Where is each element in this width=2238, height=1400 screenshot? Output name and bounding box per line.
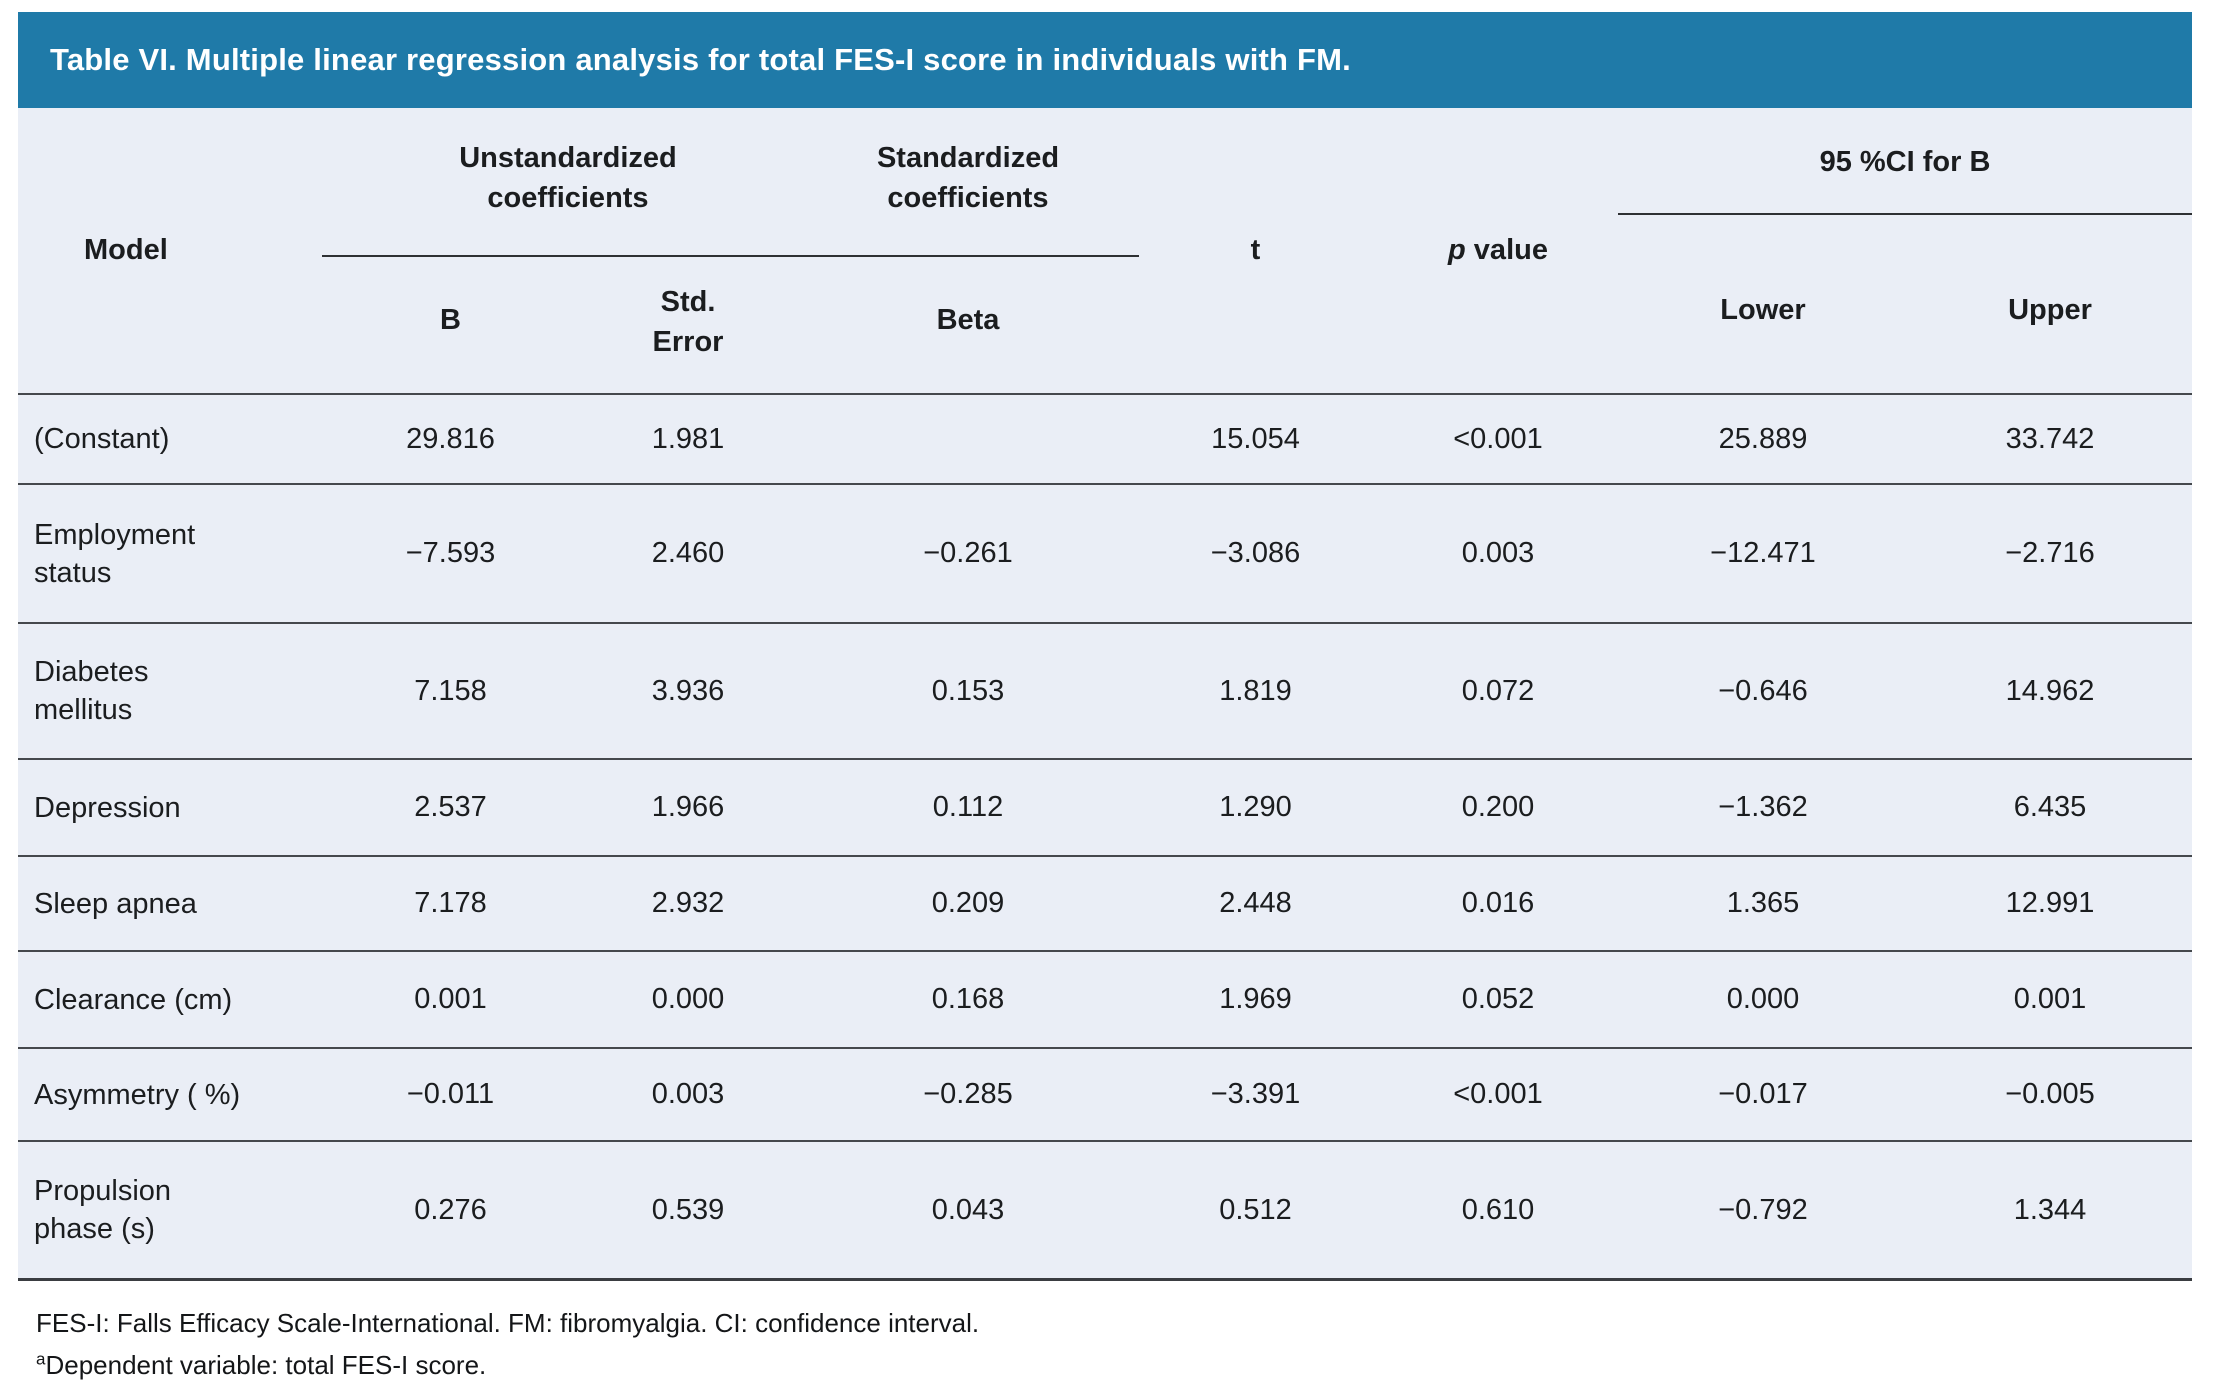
cell-upper: −0.005 bbox=[2005, 1078, 2095, 1110]
header-group-unstandardized: Unstandardized coefficients bbox=[459, 142, 677, 214]
cell-std-error: 2.460 bbox=[651, 537, 725, 569]
cell-b: 0.001 bbox=[414, 983, 487, 1015]
header-p-symbol: p bbox=[1448, 234, 1466, 266]
cell-t: 1.290 bbox=[1219, 791, 1292, 823]
regression-table: Model Unstandardized coefficients Standa… bbox=[18, 108, 2192, 1281]
cell-lower: −0.792 bbox=[1718, 1193, 1808, 1226]
table-title: Table VI. Multiple linear regression ana… bbox=[50, 42, 1351, 77]
cell-p: <0.001 bbox=[1453, 1078, 1543, 1110]
table-row: Diabetes mellitus 7.158 3.936 0.153 1.81… bbox=[18, 622, 2192, 758]
header-group-standardized: Standardized coefficients bbox=[876, 142, 1060, 214]
table-title-bar: Table VI. Multiple linear regression ana… bbox=[18, 12, 2192, 108]
table-row: Depression 2.537 1.966 0.112 1.290 0.200… bbox=[18, 758, 2192, 855]
coefficients-group-underline bbox=[322, 255, 1139, 257]
cell-upper: 33.742 bbox=[2005, 422, 2095, 455]
cell-b: 2.537 bbox=[414, 791, 487, 823]
cell-upper: 6.435 bbox=[2013, 791, 2087, 823]
cell-t: 0.512 bbox=[1219, 1193, 1292, 1226]
cell-beta: 0.153 bbox=[931, 674, 1005, 707]
cell-p: 0.052 bbox=[1461, 983, 1535, 1015]
cell-p: <0.001 bbox=[1453, 422, 1543, 455]
table-row: Employment status −7.593 2.460 −0.261 −3… bbox=[18, 483, 2192, 622]
cell-p: 0.003 bbox=[1461, 537, 1535, 569]
header-beta: Beta bbox=[936, 304, 1000, 336]
cell-t: 1.969 bbox=[1219, 983, 1292, 1015]
cell-std-error: 0.003 bbox=[651, 1078, 725, 1110]
table-rows: (Constant) 29.816 1.981 15.054 <0.001 25… bbox=[18, 393, 2192, 1281]
cell-t: 1.819 bbox=[1219, 674, 1292, 707]
cell-t: 15.054 bbox=[1211, 422, 1300, 455]
header-t: t bbox=[1250, 234, 1261, 266]
cell-lower: −0.646 bbox=[1718, 674, 1808, 707]
cell-b: 7.158 bbox=[414, 674, 487, 707]
cell-upper: 12.991 bbox=[2005, 887, 2095, 919]
cell-t: 2.448 bbox=[1219, 887, 1292, 919]
cell-std-error: 1.981 bbox=[651, 422, 725, 455]
cell-model: (Constant) bbox=[34, 423, 170, 455]
table-header: Model Unstandardized coefficients Standa… bbox=[18, 108, 2192, 393]
cell-model: Asymmetry ( %) bbox=[34, 1078, 241, 1111]
cell-upper: 0.001 bbox=[2013, 983, 2087, 1015]
cell-lower: −1.362 bbox=[1718, 791, 1808, 823]
cell-beta: 0.209 bbox=[931, 887, 1005, 919]
header-p-value: p value bbox=[1378, 234, 1618, 267]
cell-upper: −2.716 bbox=[2005, 537, 2095, 569]
cell-lower: 0.000 bbox=[1726, 983, 1800, 1015]
cell-model: Depression bbox=[34, 791, 181, 824]
cell-lower: 25.889 bbox=[1718, 422, 1808, 455]
cell-model: Diabetes mellitus bbox=[34, 656, 149, 726]
cell-p: 0.072 bbox=[1461, 674, 1535, 707]
cell-model: Employment status bbox=[34, 518, 196, 589]
cell-std-error: 0.000 bbox=[651, 983, 725, 1015]
cell-p: 0.016 bbox=[1461, 887, 1535, 919]
header-p-rest: value bbox=[1465, 234, 1548, 266]
cell-std-error: 3.936 bbox=[651, 674, 725, 707]
header-lower: Lower bbox=[1720, 294, 1806, 326]
cell-t: −3.391 bbox=[1210, 1078, 1301, 1110]
table-row: Clearance (cm) 0.001 0.000 0.168 1.969 0… bbox=[18, 950, 2192, 1047]
cell-model: Clearance (cm) bbox=[34, 983, 233, 1016]
footnote-dependent-variable: aDependent variable: total FES-I score. bbox=[36, 1344, 979, 1386]
ci-group-underline bbox=[1618, 213, 2192, 215]
cell-upper: 1.344 bbox=[2013, 1193, 2087, 1226]
cell-b: −7.593 bbox=[405, 537, 496, 569]
cell-p: 0.610 bbox=[1461, 1193, 1535, 1226]
cell-b: 29.816 bbox=[406, 422, 495, 455]
cell-b: −0.011 bbox=[406, 1078, 495, 1110]
cell-t: −3.086 bbox=[1210, 537, 1301, 569]
header-upper: Upper bbox=[2008, 294, 2092, 326]
cell-upper: 14.962 bbox=[2005, 674, 2095, 707]
footnote-dependent-text: Dependent variable: total FES-I score. bbox=[45, 1350, 487, 1380]
cell-beta: 0.112 bbox=[932, 791, 1004, 823]
cell-b: 7.178 bbox=[414, 887, 487, 919]
cell-b: 0.276 bbox=[414, 1193, 487, 1226]
header-model: Model bbox=[84, 234, 168, 266]
cell-model: Sleep apnea bbox=[34, 887, 197, 920]
header-group-ci: 95 %CI for B bbox=[1819, 146, 1991, 178]
table-footnotes: FES-I: Falls Efficacy Scale-Internationa… bbox=[36, 1302, 979, 1386]
cell-std-error: 2.932 bbox=[651, 887, 725, 919]
table-row: (Constant) 29.816 1.981 15.054 <0.001 25… bbox=[18, 393, 2192, 483]
cell-beta: 0.168 bbox=[931, 983, 1005, 1015]
cell-model: Propulsion phase (s) bbox=[34, 1175, 172, 1245]
footnote-superscript-a: a bbox=[36, 1349, 46, 1369]
table-row: Propulsion phase (s) 0.276 0.539 0.043 0… bbox=[18, 1140, 2192, 1278]
table-row: Sleep apnea 7.178 2.932 0.209 2.448 0.01… bbox=[18, 855, 2192, 950]
cell-beta: 0.043 bbox=[931, 1193, 1005, 1226]
cell-std-error: 1.966 bbox=[651, 791, 725, 823]
header-b: B bbox=[440, 304, 461, 336]
cell-lower: −0.017 bbox=[1718, 1078, 1808, 1110]
cell-std-error: 0.539 bbox=[651, 1193, 725, 1226]
cell-beta: −0.285 bbox=[923, 1078, 1013, 1110]
footnote-abbreviations: FES-I: Falls Efficacy Scale-Internationa… bbox=[36, 1308, 980, 1338]
header-std-error: Std. Error bbox=[652, 286, 724, 358]
cell-lower: −12.471 bbox=[1710, 537, 1816, 569]
cell-lower: 1.365 bbox=[1726, 887, 1800, 919]
cell-beta: −0.261 bbox=[923, 537, 1013, 569]
table-row: Asymmetry ( %) −0.011 0.003 −0.285 −3.39… bbox=[18, 1047, 2192, 1140]
cell-p: 0.200 bbox=[1461, 791, 1535, 823]
